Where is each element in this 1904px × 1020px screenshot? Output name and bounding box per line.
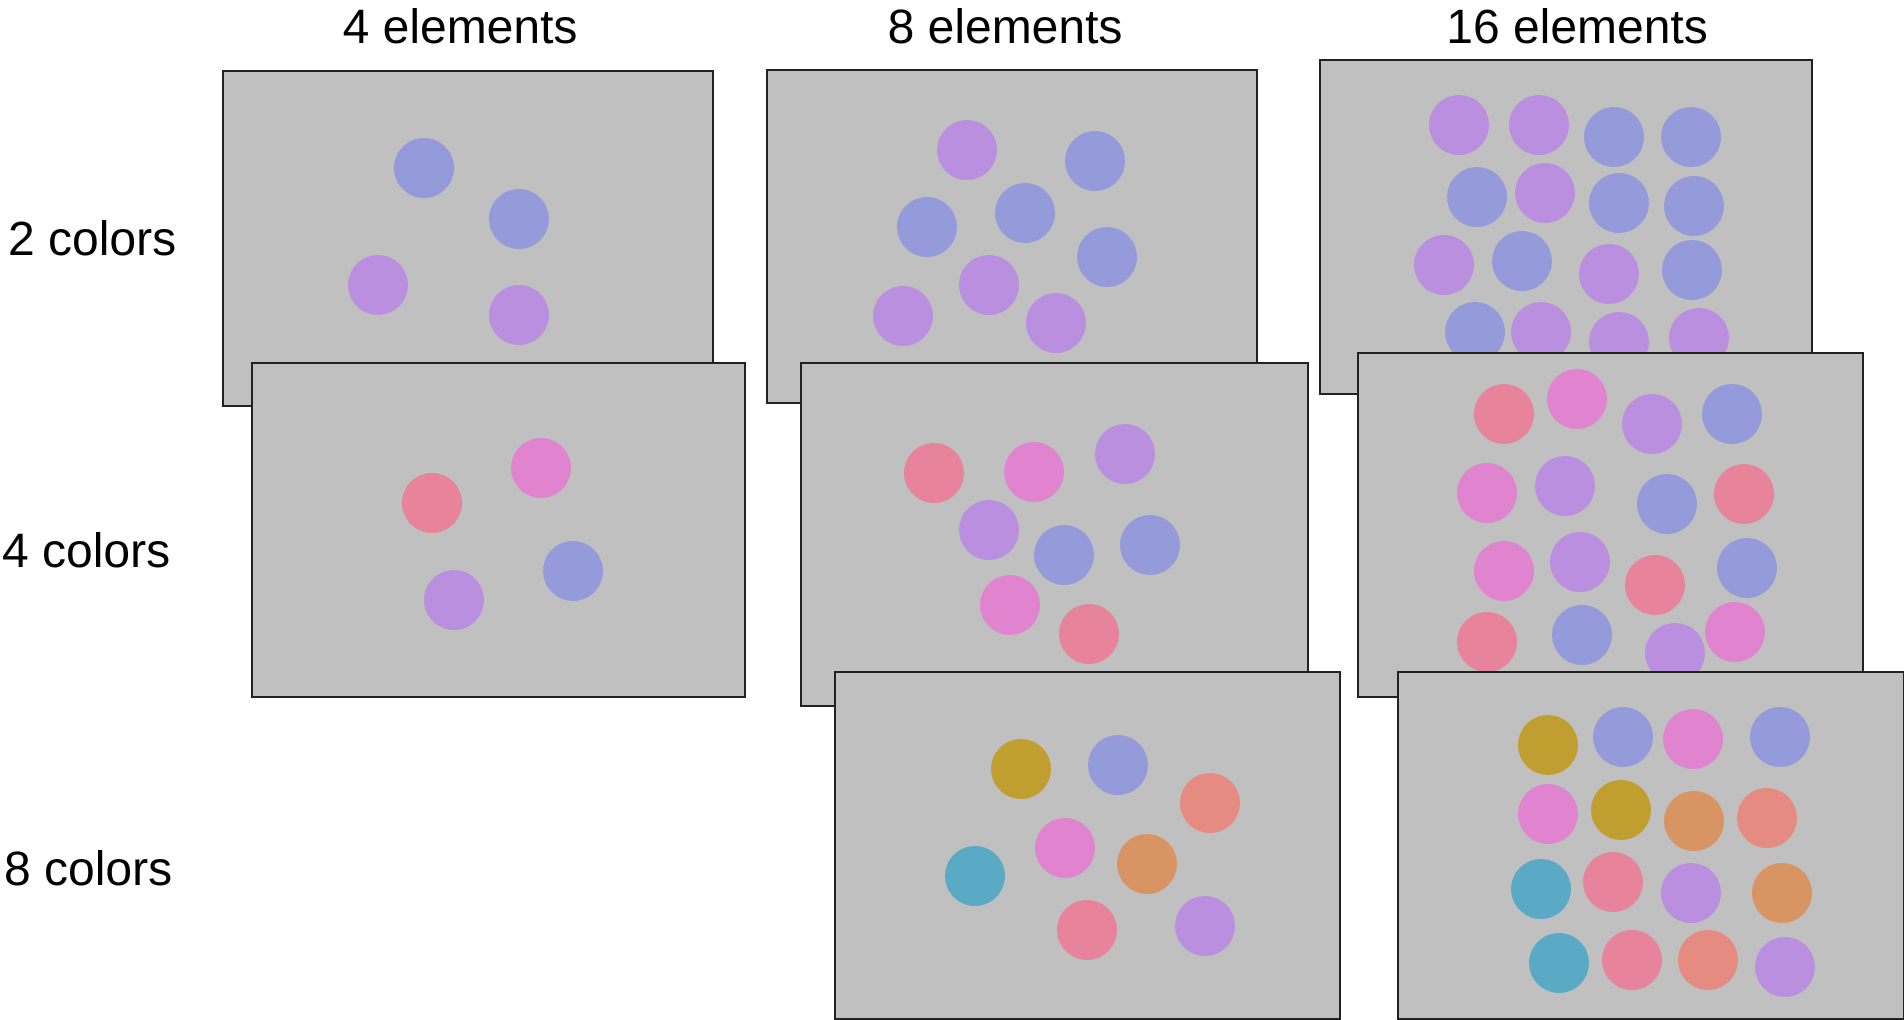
circle-teal (1529, 933, 1589, 993)
circle-red (1583, 852, 1643, 912)
circle-pink (1518, 784, 1578, 844)
panel-2colors-8elements (766, 69, 1258, 404)
circle-violet (424, 570, 484, 630)
panel-2colors-16elements (1319, 59, 1813, 395)
panel-2colors-4elements (222, 70, 714, 407)
circle-blue (1065, 131, 1125, 191)
circle-red (1057, 900, 1117, 960)
circle-blue (1034, 525, 1094, 585)
circle-blue (1584, 107, 1644, 167)
circle-blue (394, 138, 454, 198)
circle-salmon (1180, 773, 1240, 833)
panel-8colors-8elements (834, 671, 1341, 1020)
circle-pink (980, 575, 1040, 635)
circle-blue (1088, 735, 1148, 795)
circle-red (1457, 612, 1517, 672)
circle-violet (1175, 896, 1235, 956)
row-label-8-colors: 8 colors (4, 843, 173, 896)
circle-pink (1004, 442, 1064, 502)
circle-orange (1117, 834, 1177, 894)
circle-violet (959, 500, 1019, 560)
circle-blue (1661, 107, 1721, 167)
circle-violet (489, 285, 549, 345)
circle-orange (1664, 791, 1724, 851)
circle-olive (1518, 715, 1578, 775)
circle-violet (1622, 394, 1682, 454)
circle-violet (1550, 532, 1610, 592)
circle-pink (1035, 818, 1095, 878)
circle-salmon (1737, 788, 1797, 848)
circle-blue (1717, 538, 1777, 598)
row-label-4-colors: 4 colors (2, 525, 171, 578)
circle-blue (1589, 173, 1649, 233)
circle-blue (1593, 707, 1653, 767)
circle-red (1714, 464, 1774, 524)
circle-violet (959, 255, 1019, 315)
row-label-2-colors: 2 colors (8, 213, 177, 266)
circle-olive (991, 739, 1051, 799)
circle-violet (1509, 95, 1569, 155)
circle-teal (945, 846, 1005, 906)
circle-blue (1447, 167, 1507, 227)
circle-red (1625, 555, 1685, 615)
circle-pink (1547, 369, 1607, 429)
circle-salmon (1678, 930, 1738, 990)
circle-blue (1637, 474, 1697, 534)
circle-violet (1661, 863, 1721, 923)
circle-blue (489, 189, 549, 249)
circle-violet (937, 120, 997, 180)
circle-red (402, 473, 462, 533)
circle-violet (1535, 456, 1595, 516)
circle-red (1474, 384, 1534, 444)
circle-blue (1750, 707, 1810, 767)
circle-pink (1457, 463, 1517, 523)
circle-violet (1515, 163, 1575, 223)
circle-blue (1492, 231, 1552, 291)
circle-violet (1429, 95, 1489, 155)
circle-blue (1702, 384, 1762, 444)
circle-violet (1095, 424, 1155, 484)
circle-pink (1474, 541, 1534, 601)
circle-pink (1663, 709, 1723, 769)
panel-4colors-8elements (800, 362, 1309, 707)
circle-red (1602, 930, 1662, 990)
circle-violet (1579, 244, 1639, 304)
circle-pink (511, 438, 571, 498)
circle-blue (1552, 605, 1612, 665)
panel-8colors-16elements (1397, 671, 1904, 1020)
circle-violet (1755, 937, 1815, 997)
circle-blue (1120, 515, 1180, 575)
circle-orange (1752, 863, 1812, 923)
circle-blue (1664, 176, 1724, 236)
circle-violet (1414, 235, 1474, 295)
panel-4colors-4elements (251, 362, 746, 698)
circle-teal (1511, 859, 1571, 919)
col-label-8-elements: 8 elements (887, 1, 1123, 54)
circle-violet (1026, 293, 1086, 353)
circle-red (904, 443, 964, 503)
circle-blue (1077, 227, 1137, 287)
col-label-16-elements: 16 elements (1446, 1, 1708, 54)
col-label-4-elements: 4 elements (342, 1, 578, 54)
circle-violet (873, 286, 933, 346)
circle-red (1059, 604, 1119, 664)
circle-pink (1705, 602, 1765, 662)
circle-blue (897, 197, 957, 257)
circle-violet (348, 255, 408, 315)
panel-4colors-16elements (1357, 352, 1864, 698)
circle-blue (995, 183, 1055, 243)
circle-blue (1662, 240, 1722, 300)
circle-blue (543, 541, 603, 601)
circle-olive (1591, 780, 1651, 840)
